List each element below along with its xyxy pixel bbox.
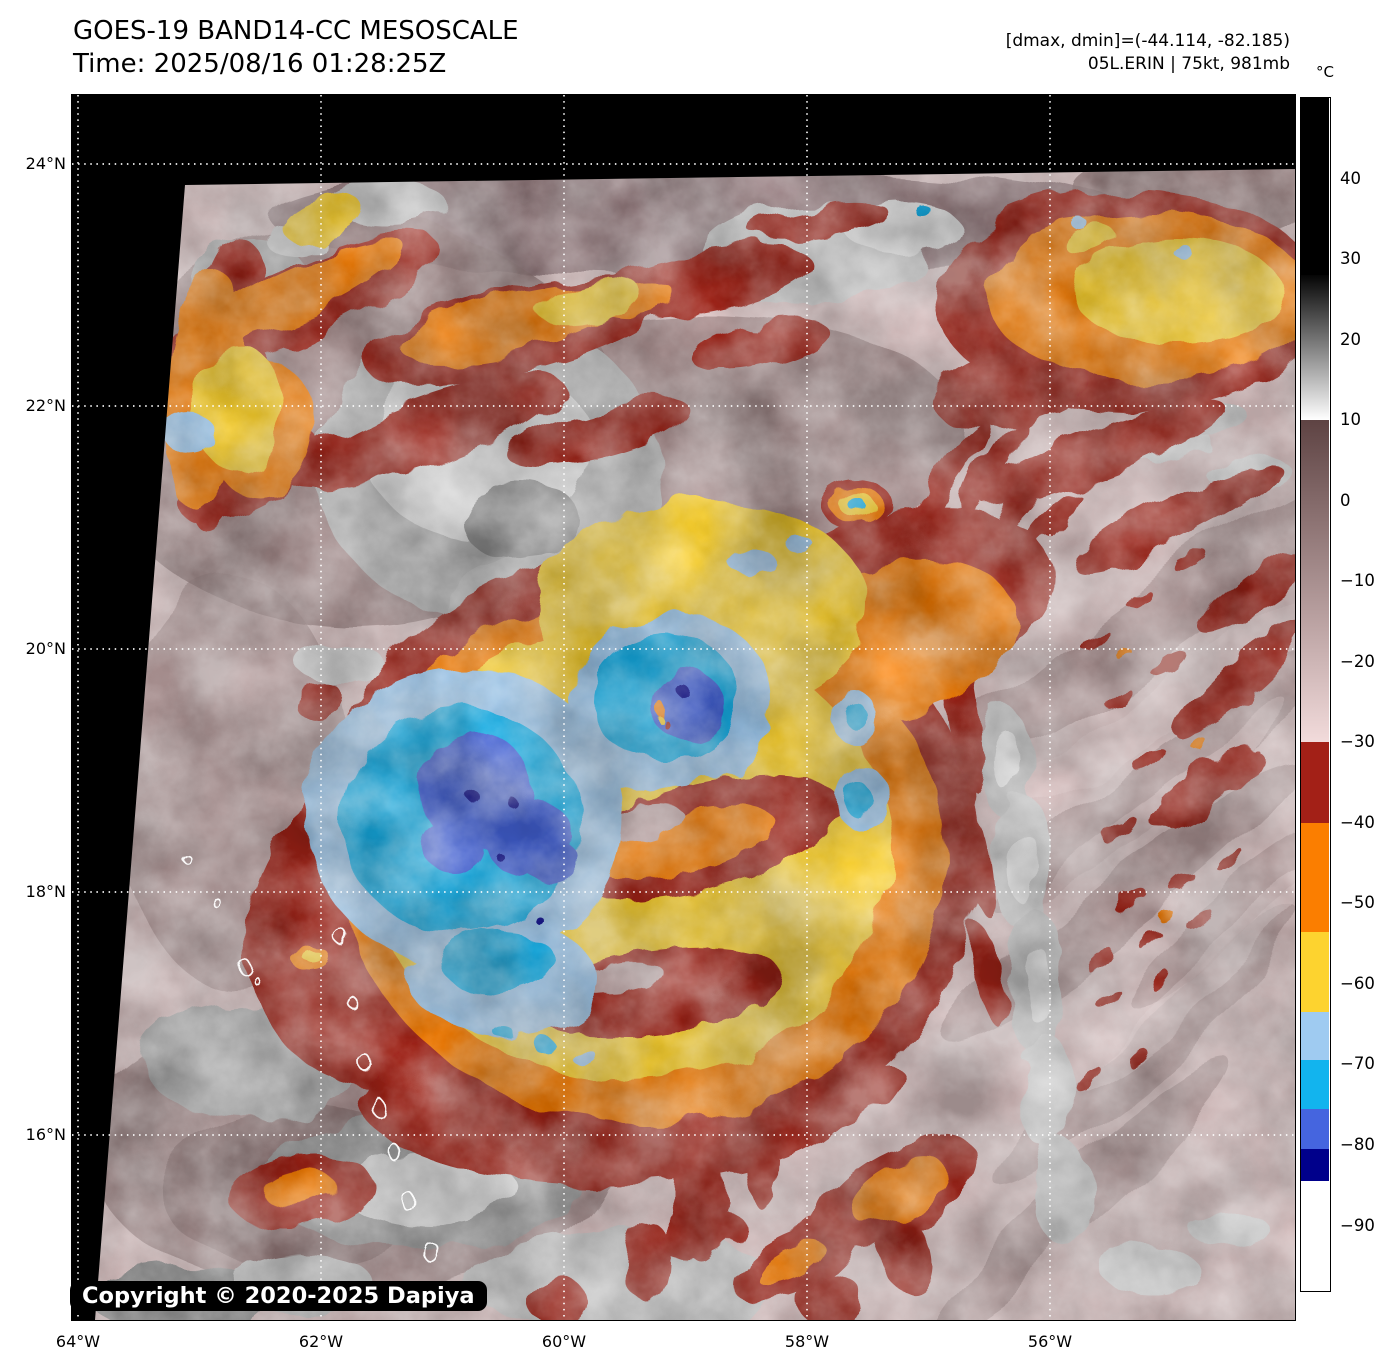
lon-tick-label: 64°W [55,1332,101,1351]
data-swath [95,169,1295,1320]
colorbar-segment [1301,931,1329,1013]
lat-tick-label: 16°N [25,1125,66,1144]
colorbar-segment [1301,822,1329,932]
cloud-mist-texture [95,169,1295,1320]
colorbar-segment [1301,1060,1329,1109]
lon-tick-label: 62°W [298,1332,344,1351]
colorbar-segment [1301,98,1329,276]
colorbar-segment [1301,1181,1329,1290]
colorbar-tick-label: −30 [1340,732,1375,752]
colorbar-tick-label: 40 [1340,168,1361,188]
annotation-block: [dmax, dmin]=(-44.114, -82.185) 05L.ERIN… [840,30,1290,76]
colorbar-segment [1301,275,1329,421]
colorbar-unit-label: °C [1316,63,1334,81]
colorbar-tick-label: 10 [1340,410,1361,430]
copyright-watermark: Copyright © 2020-2025 Dapiya [70,1281,487,1311]
colorbar-tick-label: −50 [1340,893,1375,913]
colorbar-segment [1301,742,1329,823]
colorbar [1301,98,1329,1290]
colorbar-tick-label: 0 [1340,490,1351,510]
colorbar-tick-label: −20 [1340,651,1375,671]
colorbar-segment [1301,1108,1329,1149]
lat-tick-label: 24°N [25,154,66,173]
colorbar-segment [1301,1148,1329,1182]
colorbar-tick-label: −80 [1340,1135,1375,1155]
colorbar-tick-label: 30 [1340,249,1361,269]
colorbar-segment [1301,1012,1329,1061]
colorbar-tick-label: −40 [1340,812,1375,832]
lat-tick-label: 22°N [25,396,66,415]
product-title: GOES-19 BAND14-CC MESOSCALE [73,16,519,46]
latlon-gridlines [72,95,1295,1320]
lon-tick-label: 56°W [1027,1332,1073,1351]
colorbar-tick-label: 20 [1340,329,1361,349]
lon-tick-label: 60°W [541,1332,587,1351]
product-timestamp: Time: 2025/08/16 01:28:25Z [73,49,447,79]
colorbar-tick-label: −10 [1340,571,1375,591]
annotation-dmax-dmin: [dmax, dmin]=(-44.114, -82.185) [1005,31,1290,51]
lon-tick-label: 58°W [784,1332,830,1351]
colorbar-segment [1301,420,1329,743]
satellite-infrared-image [72,95,1295,1320]
colorbar-tick-label: −70 [1340,1054,1375,1074]
lat-tick-label: 20°N [25,639,66,658]
annotation-storm-info: 05L.ERIN | 75kt, 981mb [1087,54,1290,74]
lat-tick-label: 18°N [25,882,66,901]
colorbar-tick-label: −60 [1340,973,1375,993]
colorbar-tick-label: −90 [1340,1215,1375,1235]
